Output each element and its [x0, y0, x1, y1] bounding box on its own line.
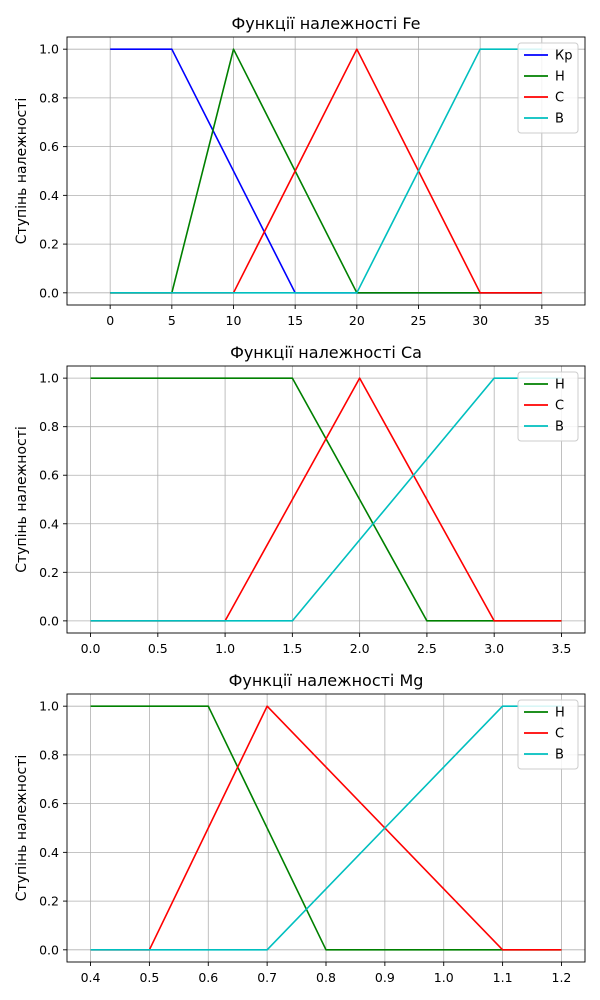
- series-line-1: [90, 705, 562, 951]
- y-axis-label: Ступінь належності: [14, 426, 30, 572]
- x-tick-label: 0.4: [81, 970, 101, 985]
- x-tick-label: 0.5: [139, 970, 159, 985]
- x-tick-label: 2.0: [350, 641, 370, 656]
- legend-label: С: [555, 91, 564, 106]
- y-tick-label: 0.8: [39, 747, 59, 762]
- legend-box: [517, 371, 579, 442]
- x-tick-label: 2.5: [417, 641, 437, 656]
- x-tick-label: 1.0: [215, 641, 235, 656]
- y-tick-label: 0.4: [39, 516, 59, 531]
- y-tick-label: 0.0: [39, 942, 59, 957]
- series-line-4: [110, 48, 542, 294]
- x-tick-label: 10: [226, 313, 242, 328]
- y-tick-label: 1.0: [39, 699, 59, 714]
- series-line-3: [110, 48, 542, 294]
- y-tick-label: 0.0: [39, 285, 59, 300]
- x-tick-label: 25: [411, 313, 427, 328]
- chart-title: Функції належності Fe: [231, 14, 420, 33]
- x-tick-label: 35: [534, 313, 550, 328]
- y-tick-label: 0.6: [39, 468, 59, 483]
- chart-panel-1: 0 5 10 15 20 25 30 35 0.0 0.2 0.4 0.6 0.8 1.0 Функції …: [14, 14, 586, 328]
- x-tick-label: 3.0: [484, 641, 504, 656]
- y-tick-label: 0.8: [39, 419, 59, 434]
- legend-label: Н: [555, 70, 565, 85]
- legend-label: Н: [555, 378, 565, 393]
- x-tick-label: 1.0: [434, 970, 454, 985]
- legend: НСВ: [517, 371, 579, 442]
- y-tick-label: 0.2: [39, 565, 59, 580]
- x-tick-label: 1.1: [493, 970, 513, 985]
- legend-label: С: [555, 399, 564, 414]
- series-line-2: [110, 48, 542, 294]
- legend: НСВ: [517, 699, 579, 770]
- legend: Кр НСВ: [517, 42, 579, 134]
- legend-box: [517, 42, 579, 134]
- axes-frame: [66, 36, 586, 306]
- chart-panel-3: 0.4 0.5 0.6 0.7 0.8 0.9 1.0 1.1 1.2 0.0 0.2 0.4 0.6 0…: [14, 671, 586, 985]
- series-line-1: [90, 377, 562, 622]
- series-line-1: [110, 48, 542, 294]
- y-tick-label: 0.8: [39, 90, 59, 105]
- x-tick-label: 30: [472, 313, 488, 328]
- x-tick-label: 0.5: [148, 641, 168, 656]
- legend-label: Кр: [555, 49, 572, 64]
- series-line-3: [90, 377, 562, 622]
- series-line-2: [90, 377, 562, 622]
- x-tick-label: 15: [287, 313, 303, 328]
- x-tick-label: 0.8: [316, 970, 336, 985]
- x-tick-label: 0.6: [198, 970, 218, 985]
- legend-label: Н: [555, 706, 565, 721]
- y-axis-label: Ступінь належності: [14, 98, 30, 244]
- chart-title: Функції належності Ca: [230, 343, 422, 362]
- x-tick-label: 0.0: [81, 641, 101, 656]
- legend-box: [517, 699, 579, 770]
- legend-label: В: [555, 420, 564, 435]
- x-tick-label: 0.7: [257, 970, 277, 985]
- x-tick-label: 20: [349, 313, 365, 328]
- y-tick-label: 0.6: [39, 796, 59, 811]
- y-tick-label: 0.0: [39, 613, 59, 628]
- y-tick-label: 0.2: [39, 894, 59, 909]
- x-tick-label: 0: [106, 313, 114, 328]
- y-tick-label: 0.4: [39, 188, 59, 203]
- y-tick-label: 0.2: [39, 237, 59, 252]
- y-tick-label: 1.0: [39, 42, 59, 57]
- y-tick-label: 0.4: [39, 845, 59, 860]
- legend-label: В: [555, 748, 564, 763]
- axes-frame: [66, 365, 586, 634]
- x-tick-label: 3.5: [552, 641, 572, 656]
- y-axis-label: Ступінь належності: [14, 755, 30, 901]
- chart-title: Функції належності Mg: [229, 671, 424, 690]
- x-tick-label: 5: [168, 313, 176, 328]
- legend-label: С: [555, 727, 564, 742]
- chart-panel-2: 0.0 0.5 1.0 1.5 2.0 2.5 3.0 3.5 0.0 0.2 0.4 0.6 0.8 1…: [14, 343, 586, 656]
- x-tick-label: 0.9: [375, 970, 395, 985]
- x-tick-label: 1.5: [282, 641, 302, 656]
- x-tick-label: 1.2: [552, 970, 572, 985]
- y-tick-label: 0.6: [39, 139, 59, 154]
- legend-label: В: [555, 112, 564, 127]
- y-tick-label: 1.0: [39, 371, 59, 386]
